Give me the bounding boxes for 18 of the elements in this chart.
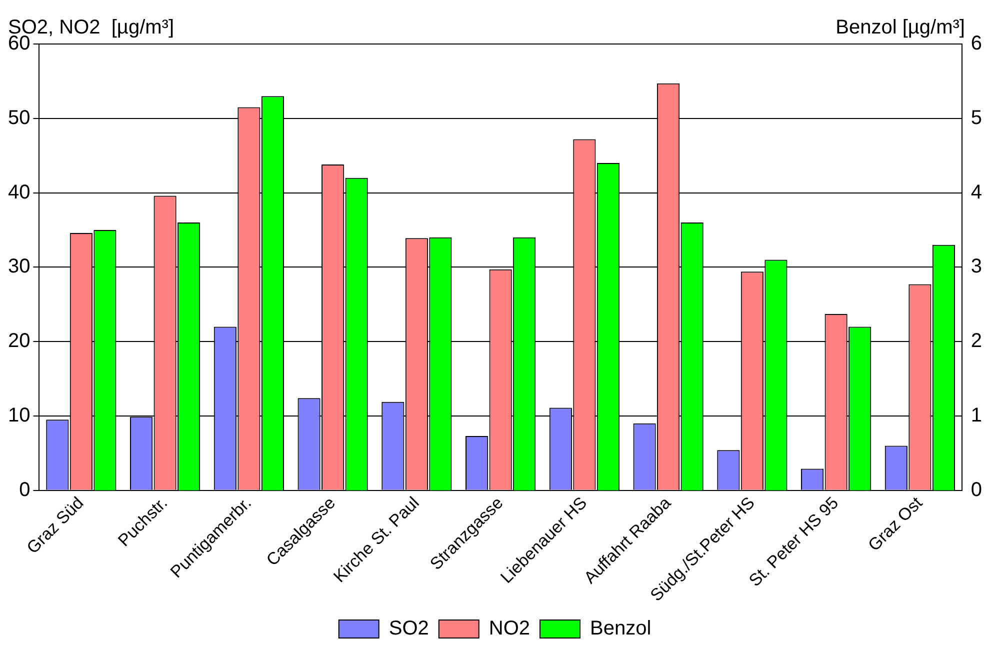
y2-tick-label: 1 — [970, 404, 982, 426]
y-tick-label: 0 — [19, 478, 30, 501]
y2-tick-label: 5 — [970, 106, 982, 129]
y-tick-label: 20 — [8, 330, 30, 352]
y-tick-label: 50 — [8, 106, 30, 129]
y2-tick-label: 2 — [970, 330, 982, 352]
y-tick-label: 60 — [8, 32, 30, 55]
legend-label: Benzol — [590, 618, 652, 640]
legend-label: SO2 — [388, 618, 429, 640]
y2-axis-title: Benzol [µg/m³] — [836, 16, 965, 39]
y2-tick-label: 4 — [970, 181, 982, 204]
y2-tick-label: 6 — [970, 32, 982, 55]
y-tick-label: 40 — [8, 181, 30, 204]
y2-tick-label: 3 — [970, 256, 982, 278]
y-tick-label: 10 — [8, 404, 30, 426]
y2-tick-label: 0 — [970, 478, 982, 501]
legend-label: NO2 — [488, 618, 530, 640]
y-tick-label: 30 — [8, 256, 30, 278]
